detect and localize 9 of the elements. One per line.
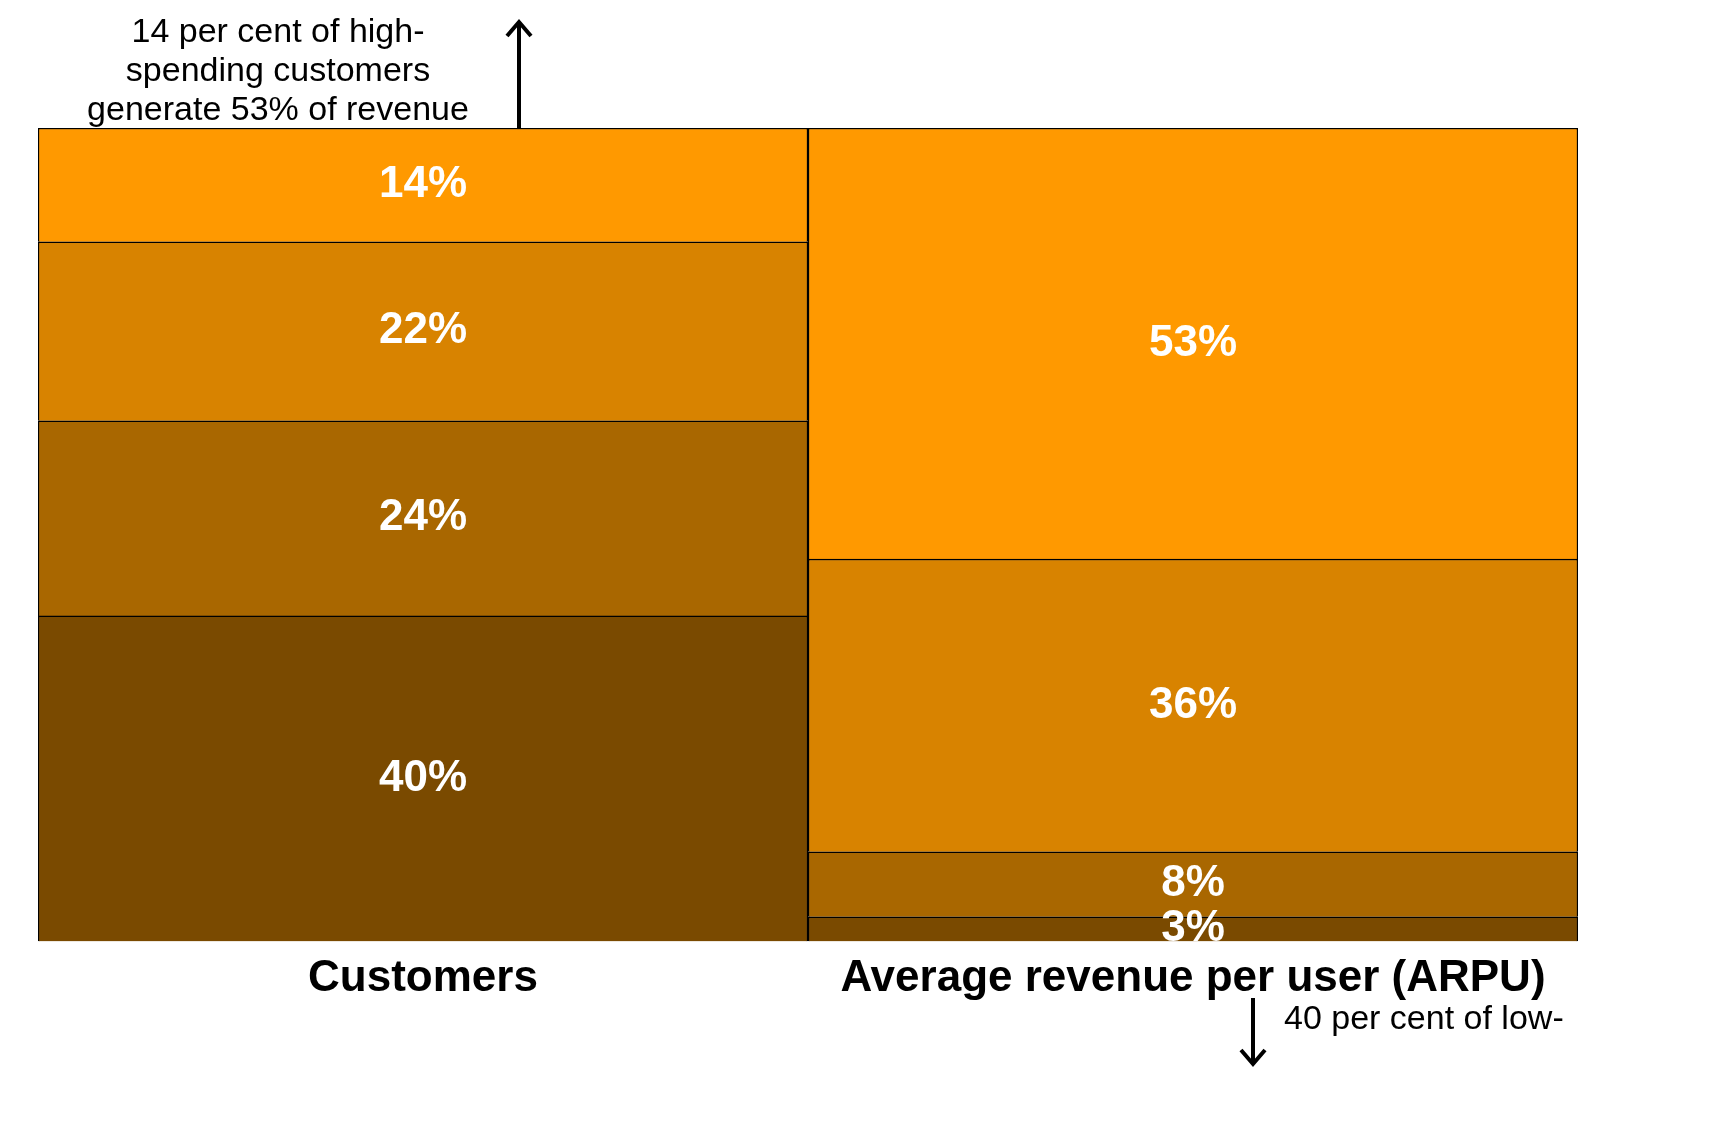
text: 14 per cent of high-spending customers generate 53% of revenue — [86, 11, 470, 128]
data-label: 36% — [1148, 677, 1238, 727]
x-tick-label: Average revenue per user (ARPU) — [840, 950, 1546, 1000]
data-label: 40% — [378, 750, 468, 800]
data-label: 53% — [1148, 315, 1238, 365]
x-tick-label: Customers — [308, 950, 538, 1000]
data-label: 14% — [378, 157, 468, 207]
data-label: 22% — [378, 303, 468, 353]
data-label: 24% — [378, 490, 468, 540]
